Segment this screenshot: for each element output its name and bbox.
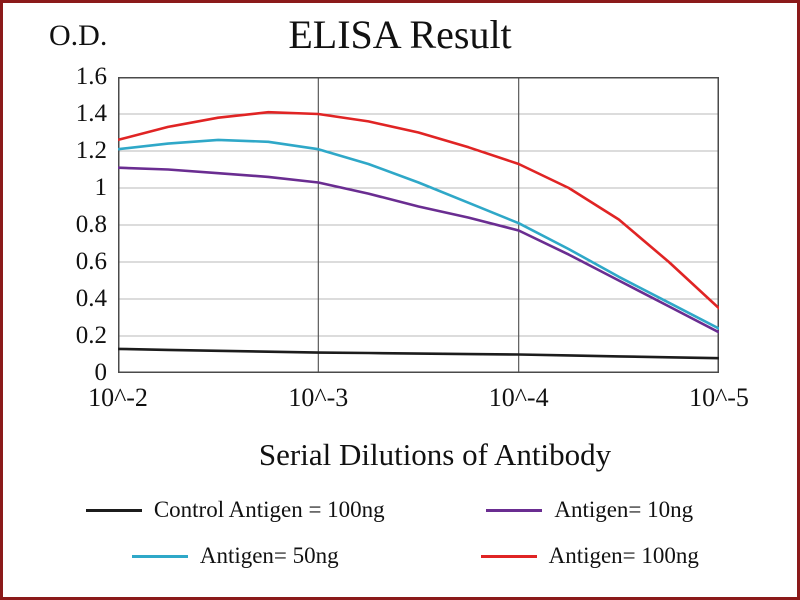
- legend-item: Antigen= 10ng: [486, 497, 693, 523]
- plot-border: [118, 77, 719, 373]
- y-tick-label: 0.8: [75, 211, 107, 238]
- legend-line-sample: [131, 554, 188, 558]
- y-tick-label: 1.6: [75, 63, 107, 90]
- y-tick-label: 0: [94, 359, 108, 386]
- series-line-2: [118, 138, 719, 330]
- chart-title: ELISA Result: [288, 12, 512, 57]
- x-tick-label: 10^-5: [689, 383, 749, 412]
- series-line-1: [118, 166, 719, 334]
- plot-area: [118, 77, 719, 373]
- y-axis-title: O.D.: [49, 19, 108, 52]
- y-tick-label: 1.2: [75, 137, 107, 164]
- y-tick-label: 0.4: [75, 285, 107, 312]
- x-tick-label: 10^-3: [288, 383, 349, 412]
- x-axis-title: Serial Dilutions of Antibody: [258, 437, 612, 472]
- legend-label: Antigen= 100ng: [548, 543, 699, 568]
- y-tick-label: 1: [94, 174, 108, 201]
- legend-item: Antigen= 100ng: [480, 543, 699, 569]
- legend-label: Control Antigen = 100ng: [153, 497, 385, 522]
- legend-item: Antigen= 50ng: [131, 543, 339, 569]
- y-tick-label: 0.6: [75, 248, 107, 275]
- x-tick-label: 10^-2: [88, 383, 148, 412]
- legend-line-sample: [480, 554, 537, 558]
- y-tick-label: 1.4: [75, 100, 107, 127]
- y-tick-label: 0.2: [75, 322, 107, 349]
- legend-line-sample: [486, 508, 543, 512]
- legend: Control Antigen = 100ng Antigen= 10ng Anti…: [58, 497, 767, 569]
- legend-label: Antigen= 50ng: [199, 543, 339, 568]
- series-line-3: [118, 110, 719, 310]
- x-tick-label: 10^-4: [488, 383, 549, 412]
- series-line-0: [118, 347, 719, 360]
- legend-item: Control Antigen = 100ng: [85, 497, 385, 523]
- legend-label: Antigen= 10ng: [554, 497, 694, 522]
- legend-line-sample: [85, 508, 142, 512]
